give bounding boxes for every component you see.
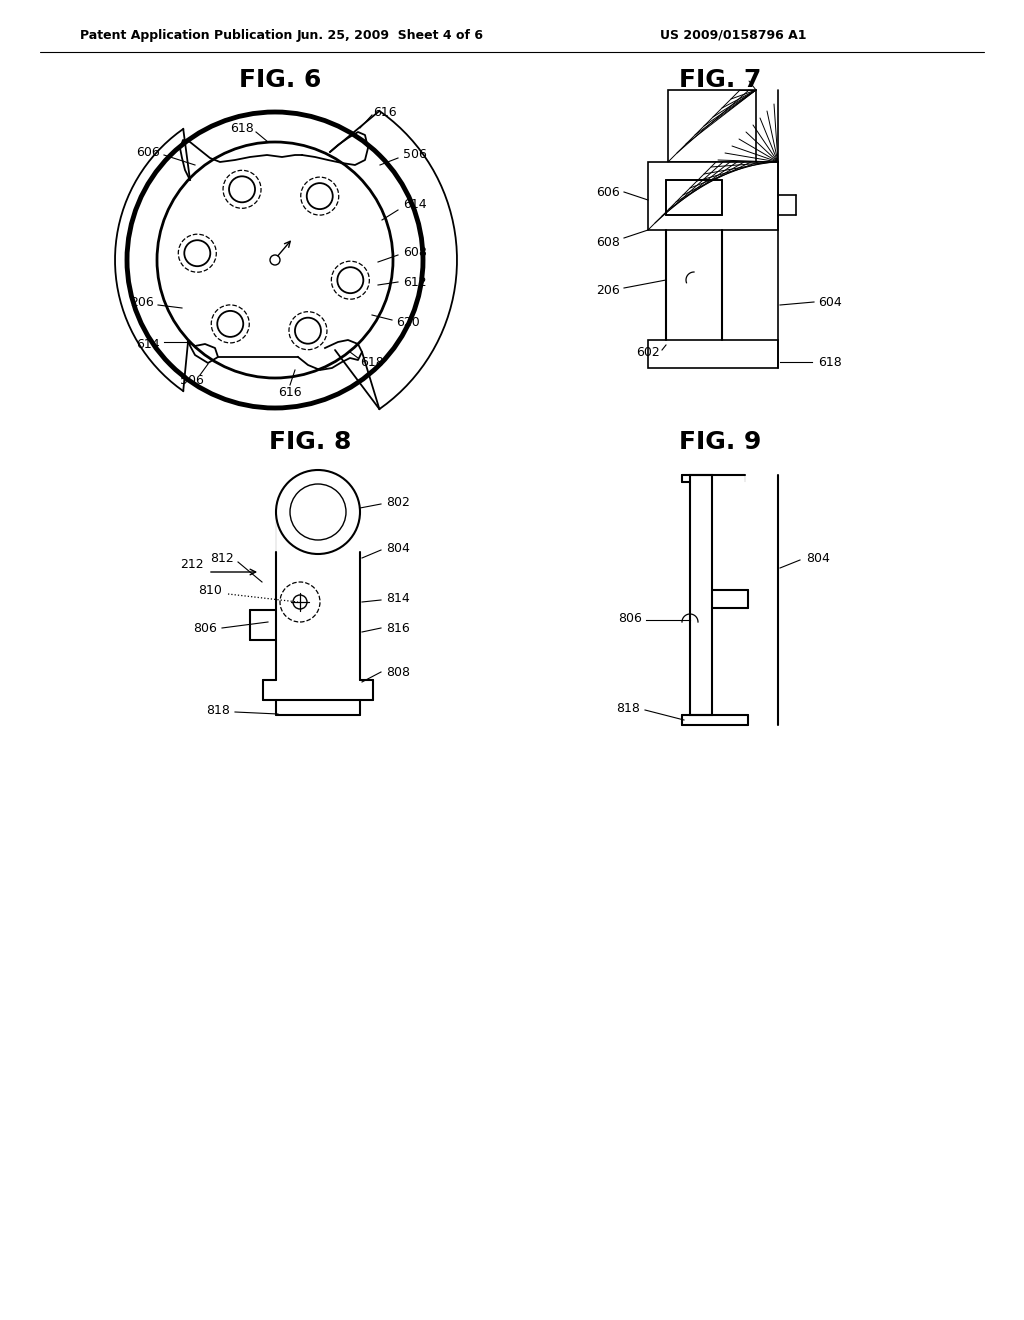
Bar [648,162,778,230]
Text: 804: 804 [806,552,829,565]
Text: FIG. 7: FIG. 7 [679,69,761,92]
Text: 802: 802 [386,495,410,508]
Text: 614: 614 [403,198,427,211]
Bar [666,180,722,215]
Text: 506: 506 [403,149,427,161]
Text: 618: 618 [818,355,842,368]
Text: 816: 816 [386,622,410,635]
Text: Patent Application Publication: Patent Application Publication [80,29,293,41]
Bar [666,180,722,215]
Text: 206: 206 [596,284,620,297]
Text: 506: 506 [180,374,204,387]
Text: 810: 810 [198,583,222,597]
Text: 606: 606 [136,145,160,158]
Text: 818: 818 [616,701,640,714]
Text: 212: 212 [180,558,204,572]
Text: 618: 618 [230,121,254,135]
Text: Jun. 25, 2009  Sheet 4 of 6: Jun. 25, 2009 Sheet 4 of 6 [297,29,483,41]
Text: 618: 618 [360,355,384,368]
Text: 608: 608 [403,246,427,259]
Text: US 2009/0158796 A1: US 2009/0158796 A1 [660,29,807,41]
Text: FIG. 6: FIG. 6 [239,69,322,92]
Text: 814: 814 [386,591,410,605]
Text: 608: 608 [596,235,620,248]
Text: 616: 616 [279,385,302,399]
Bar [690,475,712,715]
Text: 616: 616 [373,106,397,119]
Text: 806: 806 [618,611,642,624]
Bar [668,90,756,162]
Text: FIG. 9: FIG. 9 [679,430,761,454]
Text: 206: 206 [130,296,154,309]
Text: 602: 602 [636,346,659,359]
Bar [648,341,778,368]
Text: 606: 606 [596,186,620,198]
Text: FIG. 8: FIG. 8 [269,430,351,454]
Text: 818: 818 [206,704,230,717]
Text: 612: 612 [403,276,427,289]
Text: 812: 812 [210,552,233,565]
Text: 604: 604 [818,296,842,309]
Text: 620: 620 [396,315,420,329]
Text: 804: 804 [386,541,410,554]
Text: 614: 614 [136,338,160,351]
Text: 806: 806 [194,622,217,635]
Text: 808: 808 [386,665,410,678]
